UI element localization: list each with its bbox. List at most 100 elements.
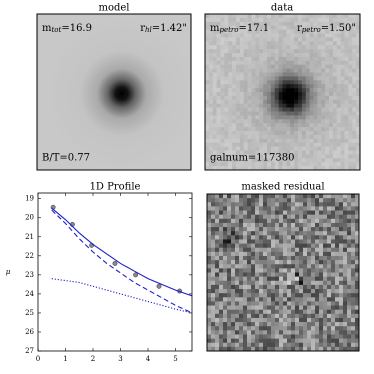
pixel (327, 239, 331, 243)
pixel (347, 330, 351, 334)
pixel (209, 69, 213, 73)
pixel (205, 151, 209, 155)
pixel (335, 223, 339, 227)
pixel (283, 244, 287, 248)
pixel (335, 231, 339, 235)
pixel (307, 231, 311, 235)
pixel (259, 264, 263, 268)
pixel (341, 69, 345, 73)
pixel (287, 318, 291, 322)
pixel (299, 318, 303, 322)
pixel (299, 206, 303, 210)
pixel (205, 108, 209, 112)
pixel (310, 49, 314, 53)
pixel (279, 112, 283, 116)
pixel (333, 119, 337, 123)
pixel (223, 268, 227, 272)
pixel (271, 343, 275, 347)
pixel (263, 330, 267, 334)
pixel (286, 65, 290, 69)
pixel (291, 310, 295, 314)
pixel (307, 202, 311, 206)
pixel (236, 135, 240, 139)
pixel (235, 273, 239, 277)
pixel (315, 235, 319, 239)
pixel (302, 108, 306, 112)
pixel (279, 334, 283, 338)
pixel (211, 260, 215, 264)
pixel (287, 289, 291, 293)
pixel (221, 49, 225, 53)
pixel (252, 45, 256, 49)
pixel (228, 104, 232, 108)
pixel (240, 45, 244, 49)
pixel (244, 147, 248, 151)
pixel (337, 80, 341, 84)
pixel (251, 289, 255, 293)
pixel (287, 277, 291, 281)
pixel (231, 194, 235, 198)
pixel (209, 100, 213, 104)
pixel (263, 57, 267, 61)
pixel (221, 108, 225, 112)
pixel (314, 131, 318, 135)
pixel (325, 115, 329, 119)
pixel (235, 330, 239, 334)
pixel (347, 289, 351, 293)
pixel (221, 119, 225, 123)
pixel (279, 211, 283, 215)
pixel (211, 202, 215, 206)
pixel (271, 80, 275, 84)
pixel (259, 252, 263, 256)
pixel (255, 244, 259, 248)
pixel (283, 69, 287, 73)
pixel (351, 198, 355, 202)
pixel (327, 285, 331, 289)
pixel (231, 244, 235, 248)
pixel (211, 301, 215, 305)
pixel (224, 127, 228, 131)
pixel (236, 57, 240, 61)
pixel (314, 147, 318, 151)
pixel (339, 244, 343, 248)
pixel (283, 235, 287, 239)
pixel (213, 84, 217, 88)
pixel (347, 215, 351, 219)
pixel (217, 49, 221, 53)
pixel (343, 260, 347, 264)
pixel (314, 162, 318, 166)
pixel (255, 37, 259, 41)
pixel (243, 252, 247, 256)
residual-image (207, 194, 359, 351)
pixel (213, 76, 217, 80)
pixel (263, 260, 267, 264)
pixel (335, 314, 339, 318)
pixel (239, 326, 243, 330)
pixel (240, 65, 244, 69)
x-tick-label: 0 (36, 355, 40, 363)
pixel (279, 88, 283, 92)
pixel (275, 264, 279, 268)
pixel (235, 314, 239, 318)
pixel (294, 45, 298, 49)
pixel (207, 306, 211, 310)
y-tick-label: 27 (25, 347, 34, 355)
pixel (337, 92, 341, 96)
pixel (311, 306, 315, 310)
pixel (243, 314, 247, 318)
pixel (351, 252, 355, 256)
pixel (224, 14, 228, 18)
pixel (352, 88, 356, 92)
pixel (333, 65, 337, 69)
pixel (315, 215, 319, 219)
pixel (239, 215, 243, 219)
pixel (329, 147, 333, 151)
pixel (331, 227, 335, 231)
pixel (331, 306, 335, 310)
pixel (306, 76, 310, 80)
pixel (315, 297, 319, 301)
pixel (343, 235, 347, 239)
pixel (323, 330, 327, 334)
pixel (351, 297, 355, 301)
pixel (310, 115, 314, 119)
